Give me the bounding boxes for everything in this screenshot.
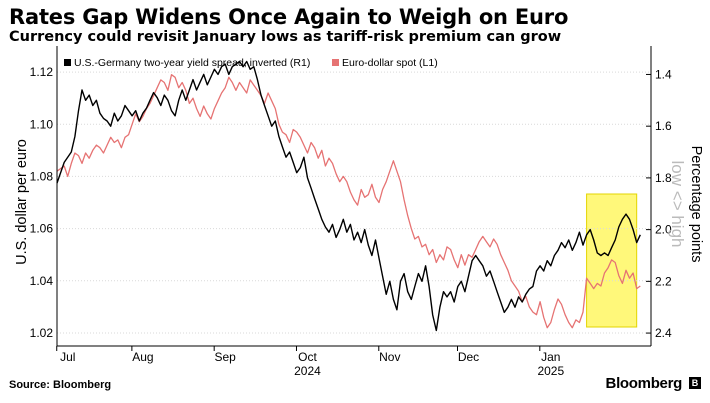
right-axis-annotation: low <> high	[668, 161, 687, 248]
left-tick-label: 1.06	[30, 222, 54, 236]
x-tick-label: Sep	[215, 350, 237, 364]
x-tick-label: Jan	[541, 350, 560, 364]
right-tick-label: 2.2	[655, 274, 672, 288]
x-tick-label: Dec	[458, 350, 479, 364]
legend-swatch-eurusd	[332, 59, 339, 66]
x-tick-label: Jul	[60, 350, 75, 364]
chart-subtitle: Currency could revisit January lows as t…	[9, 29, 562, 45]
series-line-yield-spread	[56, 60, 641, 332]
bloomberg-logo: Bloomberg	[605, 375, 683, 392]
right-tick-label: 1.4	[655, 67, 672, 81]
right-axis-label: Percentage points	[688, 146, 704, 263]
left-tick-label: 1.12	[30, 65, 54, 79]
legend-label-eurusd: Euro-dollar spot (L1)	[342, 57, 438, 69]
legend-label-spread: U.S.-Germany two-year yield spread, inve…	[74, 57, 310, 69]
bloomberg-logo-mark: B	[689, 377, 701, 389]
x-tick-label: Nov	[379, 350, 400, 364]
legend: U.S.-Germany two-year yield spread, inve…	[64, 57, 438, 69]
left-tick-label: 1.10	[30, 117, 54, 131]
right-tick-label: 2.4	[655, 326, 672, 340]
right-tick-label: 1.6	[655, 119, 672, 133]
left-tick-label: 1.02	[30, 326, 54, 340]
series-line-euro-dollar	[56, 74, 641, 329]
chart-title: Rates Gap Widens Once Again to Weigh on …	[9, 5, 569, 29]
x-year-label: 2025	[537, 364, 564, 378]
left-tick-label: 1.04	[30, 274, 54, 288]
x-year-label: 2024	[294, 364, 321, 378]
left-axis-label: U.S. dollar per euro	[14, 139, 30, 265]
x-tick-label: Aug	[132, 350, 153, 364]
right-tick-label: 2.0	[655, 223, 672, 237]
left-tick-label: 1.08	[30, 169, 54, 183]
gridlines	[57, 71, 651, 334]
legend-swatch-spread	[64, 59, 71, 66]
x-tick-label: Oct	[298, 350, 317, 364]
series-lines	[56, 60, 641, 332]
right-tick-label: 1.8	[655, 171, 672, 185]
source-note: Source: Bloomberg	[9, 379, 112, 391]
axes: 1.02 1.04 1.06 1.08 1.10 1.12 1.4 1.6 1.8 2.0 2.2 2…	[30, 46, 672, 378]
